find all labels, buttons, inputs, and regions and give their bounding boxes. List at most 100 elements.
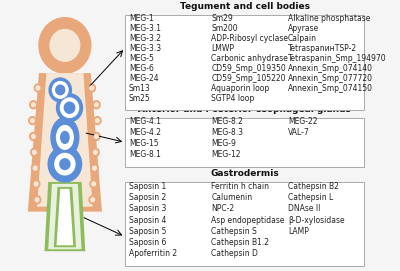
- Text: Calpain: Calpain: [288, 34, 317, 43]
- Ellipse shape: [93, 101, 100, 109]
- Ellipse shape: [34, 182, 38, 186]
- Ellipse shape: [30, 101, 37, 109]
- Text: Sm200: Sm200: [211, 24, 238, 33]
- Ellipse shape: [89, 196, 96, 204]
- Text: Apoferritin 2: Apoferritin 2: [129, 249, 177, 258]
- Ellipse shape: [96, 119, 99, 122]
- Text: Tegument and cell bodies: Tegument and cell bodies: [180, 2, 310, 11]
- Ellipse shape: [33, 196, 41, 204]
- Text: Anterior and Posterior esophageal glands: Anterior and Posterior esophageal glands: [138, 105, 351, 114]
- PathPatch shape: [37, 73, 93, 207]
- Ellipse shape: [48, 146, 82, 182]
- Ellipse shape: [32, 164, 39, 172]
- Text: Saposin 6: Saposin 6: [129, 238, 166, 247]
- Ellipse shape: [56, 85, 65, 95]
- Ellipse shape: [36, 86, 40, 90]
- Text: MEG-8.1: MEG-8.1: [129, 150, 161, 159]
- Ellipse shape: [93, 166, 96, 170]
- Ellipse shape: [32, 150, 36, 154]
- Text: MEG-4.1: MEG-4.1: [129, 117, 161, 126]
- Text: TetraspanинTSP-2: TetraspanинTSP-2: [288, 44, 357, 53]
- Text: MEG-8.2: MEG-8.2: [211, 117, 243, 126]
- Ellipse shape: [56, 125, 73, 149]
- Text: MEG-3.3: MEG-3.3: [129, 44, 161, 53]
- Text: ADP-Ribosyl cyclase: ADP-Ribosyl cyclase: [211, 34, 288, 43]
- Text: DNAse II: DNAse II: [288, 204, 320, 213]
- Ellipse shape: [91, 198, 94, 202]
- Text: MEG-1: MEG-1: [129, 14, 154, 23]
- PathPatch shape: [44, 182, 85, 251]
- Text: Sm29: Sm29: [211, 14, 233, 23]
- FancyBboxPatch shape: [125, 15, 364, 110]
- Ellipse shape: [55, 153, 75, 175]
- PathPatch shape: [56, 189, 73, 245]
- FancyBboxPatch shape: [125, 182, 364, 266]
- Text: CD59_Smp_105220: CD59_Smp_105220: [211, 74, 286, 83]
- Text: Sm13: Sm13: [129, 84, 150, 93]
- Text: SGTP4 loop: SGTP4 loop: [211, 94, 254, 103]
- Ellipse shape: [33, 166, 37, 170]
- Text: Ferritin h chain: Ferritin h chain: [211, 182, 269, 191]
- Text: MEG-6: MEG-6: [129, 64, 154, 73]
- Text: Annexin_Smp_074140: Annexin_Smp_074140: [288, 64, 373, 73]
- Ellipse shape: [94, 117, 101, 125]
- Text: Calumenin: Calumenin: [211, 193, 252, 202]
- Ellipse shape: [94, 134, 98, 138]
- Text: Saposin 1: Saposin 1: [129, 182, 166, 191]
- Ellipse shape: [30, 119, 34, 122]
- Text: MEG-12: MEG-12: [211, 150, 241, 159]
- Text: LMWP: LMWP: [211, 44, 234, 53]
- Ellipse shape: [60, 159, 70, 169]
- Text: Cathepsin S: Cathepsin S: [211, 227, 257, 236]
- Ellipse shape: [51, 118, 79, 157]
- Text: MEG-4.2: MEG-4.2: [129, 128, 161, 137]
- Text: Gastrodermis: Gastrodermis: [210, 169, 279, 178]
- Ellipse shape: [32, 180, 40, 188]
- Text: Saposin 3: Saposin 3: [129, 204, 166, 213]
- PathPatch shape: [28, 73, 102, 212]
- Text: NPC-2: NPC-2: [211, 204, 234, 213]
- Text: Sm25: Sm25: [129, 94, 150, 103]
- Text: Cathepsin B1.2: Cathepsin B1.2: [211, 238, 269, 247]
- Text: Saposin 2: Saposin 2: [129, 193, 166, 202]
- PathPatch shape: [48, 184, 82, 249]
- Text: MEG-24: MEG-24: [129, 74, 158, 83]
- Text: MEG-3.2: MEG-3.2: [129, 34, 161, 43]
- Text: Aquaporin loop: Aquaporin loop: [211, 84, 270, 93]
- Text: Tetraspanin_Smp_194970: Tetraspanin_Smp_194970: [288, 54, 386, 63]
- Text: CD59_Smp_019350: CD59_Smp_019350: [211, 64, 286, 73]
- Ellipse shape: [50, 30, 80, 61]
- Text: LAMP: LAMP: [288, 227, 309, 236]
- Text: Saposin 4: Saposin 4: [129, 215, 166, 225]
- Text: Alkaline phosphatase: Alkaline phosphatase: [288, 14, 370, 23]
- Ellipse shape: [60, 98, 79, 117]
- Ellipse shape: [93, 133, 100, 140]
- Ellipse shape: [90, 86, 94, 90]
- Text: Cathepsin D: Cathepsin D: [211, 249, 258, 258]
- Text: MEG-8.3: MEG-8.3: [211, 128, 243, 137]
- Ellipse shape: [91, 164, 98, 172]
- Ellipse shape: [30, 133, 37, 140]
- Text: Asp endopeptidase: Asp endopeptidase: [211, 215, 285, 225]
- Ellipse shape: [39, 18, 91, 73]
- Text: MEG-5: MEG-5: [129, 54, 154, 63]
- Ellipse shape: [88, 84, 96, 92]
- Ellipse shape: [30, 148, 38, 156]
- Ellipse shape: [90, 180, 97, 188]
- Ellipse shape: [32, 103, 35, 107]
- Ellipse shape: [49, 78, 71, 102]
- Text: VAL-7: VAL-7: [288, 128, 310, 137]
- FancyBboxPatch shape: [125, 118, 364, 167]
- Text: Annexin_Smp_074150: Annexin_Smp_074150: [288, 84, 373, 93]
- Ellipse shape: [64, 102, 75, 113]
- Text: Cathepsin B2: Cathepsin B2: [288, 182, 339, 191]
- Ellipse shape: [35, 198, 39, 202]
- Ellipse shape: [52, 82, 68, 98]
- Ellipse shape: [56, 94, 82, 122]
- Text: Cathepsin L: Cathepsin L: [288, 193, 333, 202]
- PathPatch shape: [54, 187, 76, 247]
- Text: Carbonic anhydrase: Carbonic anhydrase: [211, 54, 288, 63]
- Ellipse shape: [29, 117, 36, 125]
- Text: MEG-15: MEG-15: [129, 139, 158, 149]
- Text: Apyrase: Apyrase: [288, 24, 319, 33]
